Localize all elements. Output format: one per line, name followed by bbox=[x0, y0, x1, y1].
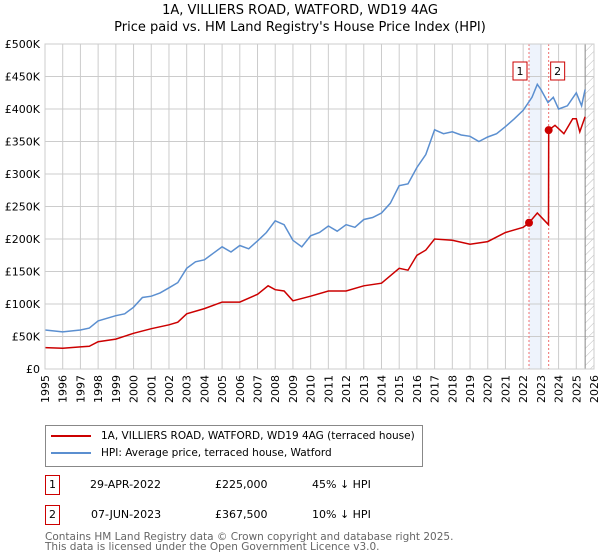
y-tick-label: £250K bbox=[5, 201, 41, 214]
x-tick-label: 2022 bbox=[517, 375, 530, 403]
y-tick-label: £150K bbox=[5, 266, 41, 279]
footer-licence: This data is licensed under the Open Gov… bbox=[45, 541, 380, 553]
x-tick-label: 2006 bbox=[234, 375, 247, 403]
transaction-badge: 1 bbox=[45, 475, 60, 495]
plot-border bbox=[44, 43, 595, 370]
x-tick-label: 2001 bbox=[145, 375, 158, 403]
sale-label-box bbox=[512, 61, 528, 81]
x-tick-label: 2010 bbox=[305, 375, 318, 403]
x-tick-label: 2002 bbox=[163, 375, 176, 403]
x-tick-label: 1996 bbox=[57, 375, 70, 403]
transaction-date: 07-JUN-2023 bbox=[91, 508, 162, 521]
sale-label: 2 bbox=[554, 65, 561, 78]
x-tick-label: 2004 bbox=[198, 375, 211, 403]
x-tick-label: 1997 bbox=[74, 375, 87, 403]
x-tick-label: 1999 bbox=[110, 375, 123, 403]
x-tick-label: 2013 bbox=[358, 375, 371, 403]
y-tick-label: £100K bbox=[5, 298, 41, 311]
transaction-delta: 45% ↓ HPI bbox=[312, 478, 371, 491]
transaction-row: 1 29-APR-2022 £225,000 45% ↓ HPI bbox=[45, 475, 445, 495]
x-tick-label: 2024 bbox=[553, 375, 566, 403]
property-price-line bbox=[44, 116, 586, 349]
x-tick-label: 2000 bbox=[128, 375, 141, 403]
x-tick-label: 2011 bbox=[322, 375, 335, 403]
x-tick-label: 2023 bbox=[535, 375, 548, 403]
x-tick-label: 2014 bbox=[375, 375, 388, 403]
x-tick-label: 2016 bbox=[411, 375, 424, 403]
x-tick-label: 2005 bbox=[216, 375, 229, 403]
chart-subtitle: Price paid vs. HM Land Registry's House … bbox=[114, 20, 486, 35]
x-tick-label: 2021 bbox=[499, 375, 512, 403]
transaction-price: £367,500 bbox=[215, 508, 268, 521]
footer-copyright: Contains HM Land Registry data © Crown c… bbox=[45, 531, 454, 543]
legend-property-label: 1A, VILLIERS ROAD, WATFORD, WD19 4AG (te… bbox=[101, 430, 415, 442]
y-tick-label: £0 bbox=[26, 363, 40, 376]
x-tick-label: 2003 bbox=[181, 375, 194, 403]
chart-title: 1A, VILLIERS ROAD, WATFORD, WD19 4AG bbox=[162, 3, 438, 18]
sale-point bbox=[544, 126, 553, 135]
x-tick-label: 2025 bbox=[570, 375, 583, 403]
transaction-delta: 10% ↓ HPI bbox=[312, 508, 371, 521]
x-tick-label: 2020 bbox=[482, 375, 495, 403]
x-tick-label: 1998 bbox=[92, 375, 105, 403]
x-tick-label: 2019 bbox=[464, 375, 477, 403]
transaction-price: £225,000 bbox=[215, 478, 268, 491]
transaction-date: 29-APR-2022 bbox=[90, 478, 162, 491]
x-tick-label: 1995 bbox=[39, 375, 52, 403]
x-tick-label: 2008 bbox=[269, 375, 282, 403]
legend-property-line bbox=[51, 435, 91, 437]
price-chart: 1995 1996 1997 1998 1999 2000 2001 2002 2003 2004… bbox=[5, 38, 600, 403]
sale-label-box bbox=[550, 61, 566, 81]
x-tick-label: 2007 bbox=[252, 375, 265, 403]
legend-hpi-line bbox=[51, 452, 91, 454]
transaction-badge: 2 bbox=[45, 505, 60, 525]
y-tick-label: £400K bbox=[5, 103, 41, 116]
sale-point bbox=[525, 218, 534, 227]
transaction-row: 2 07-JUN-2023 £367,500 10% ↓ HPI bbox=[45, 505, 445, 525]
sale-label: 1 bbox=[517, 65, 524, 78]
hpi-line bbox=[44, 82, 586, 333]
x-tick-label: 2015 bbox=[393, 375, 406, 403]
legend: 1A, VILLIERS ROAD, WATFORD, WD19 4AG (te… bbox=[45, 425, 423, 467]
x-tick-label: 2009 bbox=[287, 375, 300, 403]
y-tick-label: £450K bbox=[5, 71, 41, 84]
y-tick-label: £200K bbox=[5, 233, 41, 246]
legend-hpi-label: HPI: Average price, terraced house, Watf… bbox=[101, 447, 332, 459]
x-tick-label: 2012 bbox=[340, 375, 353, 403]
y-tick-label: £300K bbox=[5, 168, 41, 181]
y-tick-label: £500K bbox=[5, 38, 41, 51]
x-tick-label: 2017 bbox=[429, 375, 442, 403]
y-tick-label: £350K bbox=[5, 136, 41, 149]
x-tick-label: 2026 bbox=[588, 375, 600, 403]
y-tick-label: £50K bbox=[12, 331, 41, 344]
x-tick-label: 2018 bbox=[446, 375, 459, 403]
